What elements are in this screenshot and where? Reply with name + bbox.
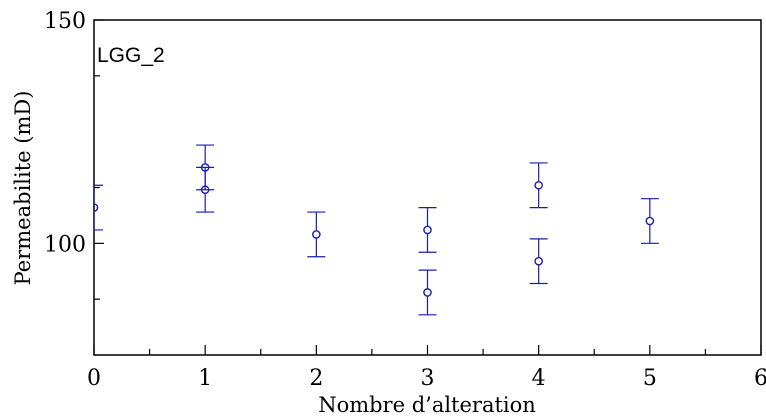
data-point (640, 198, 659, 244)
y-tick-label: 100 (44, 232, 86, 257)
point-marker (423, 288, 432, 297)
data-point (529, 238, 548, 285)
data-point (418, 269, 437, 316)
x-tick-label: 6 (754, 366, 766, 391)
data-point (196, 166, 215, 213)
point-marker (534, 180, 543, 190)
x-tick-label: 1 (198, 366, 212, 391)
data-point (94, 184, 103, 231)
point-marker (94, 203, 99, 212)
x-tick-label: 4 (532, 366, 546, 391)
annotation-label: LGG_2 (97, 44, 165, 67)
point-marker (200, 185, 210, 195)
y-tick-label: 150 (44, 9, 86, 34)
data-point (418, 207, 437, 253)
x-tick-labels: 0 1 2 3 4 5 6 (87, 366, 766, 391)
point-marker (423, 225, 432, 235)
data-point (529, 162, 548, 209)
y-axis-title: Permeabilite (mD) (11, 91, 35, 286)
tick-marks (93, 19, 762, 355)
x-tick-label: 3 (421, 366, 435, 391)
point-marker (312, 230, 321, 239)
data-points (94, 144, 659, 316)
data-point (307, 211, 326, 258)
y-tick-labels: 100 150 (44, 9, 86, 257)
x-axis-title: Nombre d’alteration (318, 393, 536, 416)
point-marker (645, 216, 655, 226)
x-tick-label: 5 (643, 366, 657, 391)
x-tick-label: 0 (87, 366, 101, 391)
point-marker (534, 256, 543, 266)
x-tick-label: 2 (309, 366, 323, 391)
